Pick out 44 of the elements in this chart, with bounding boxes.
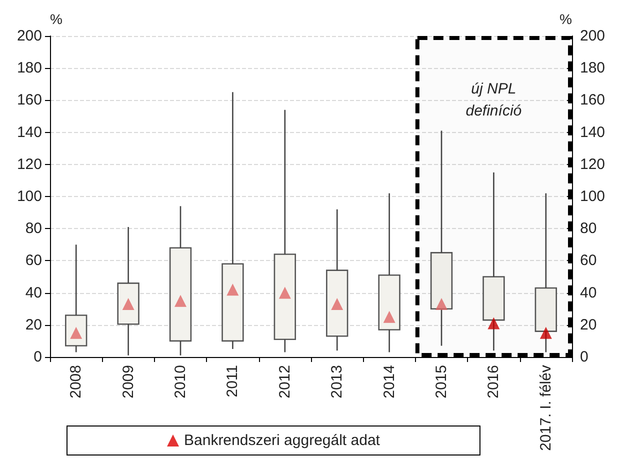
band-label: új NPL definíció bbox=[466, 80, 522, 120]
y2-tick-label: 200 bbox=[580, 28, 606, 44]
x-tick-label: 2015 bbox=[433, 365, 450, 398]
x-tick-label: 2013 bbox=[328, 365, 346, 398]
y-tick-label: 60 bbox=[25, 252, 42, 270]
x-tick-label: 2014 bbox=[380, 365, 398, 398]
y-tick-label: 160 bbox=[16, 92, 42, 109]
point bbox=[540, 326, 552, 339]
point bbox=[278, 286, 291, 299]
y-axis-title: % bbox=[50, 11, 62, 27]
x-tick-label: 2009 bbox=[120, 365, 137, 398]
y-tick-label: 200 bbox=[16, 28, 42, 44]
y-tick-label: 100 bbox=[16, 188, 42, 205]
y-tick-label: 40 bbox=[25, 284, 42, 302]
y-tick-label: 20 bbox=[25, 316, 42, 334]
y-tick-label: 120 bbox=[16, 156, 42, 173]
x-tick-label: 2008 bbox=[68, 365, 85, 398]
point bbox=[436, 298, 448, 310]
y2-tick-label: 160 bbox=[580, 92, 606, 109]
y2-axis-title: % bbox=[560, 11, 572, 27]
point bbox=[226, 284, 239, 296]
y-tick-label: 180 bbox=[16, 60, 42, 77]
y-tick-label: 0 bbox=[34, 348, 42, 366]
y2-tick-label: 0 bbox=[580, 348, 588, 366]
y2-tick-label: 60 bbox=[580, 252, 597, 270]
point bbox=[488, 317, 500, 330]
x-tick-label: 2010 bbox=[172, 365, 189, 398]
y2-tick-label: 120 bbox=[580, 156, 606, 173]
y2-tick-label: 180 bbox=[580, 60, 606, 77]
x-tick-label: 2016 bbox=[485, 365, 502, 398]
point bbox=[174, 294, 186, 307]
y2-tick-label: 100 bbox=[580, 188, 606, 205]
y2-tick-label: 80 bbox=[580, 220, 597, 238]
y-tick-label: 140 bbox=[16, 124, 42, 141]
point bbox=[383, 310, 396, 323]
x-tick-label: 2012 bbox=[276, 365, 294, 398]
y-tick-label: 80 bbox=[25, 220, 42, 238]
x-tick-label: 2017. I. félév bbox=[537, 364, 554, 451]
x-tick-label: 2011 bbox=[224, 365, 242, 398]
y2-tick-label: 20 bbox=[580, 316, 597, 334]
legend-label: Bankrendszeri aggregált adat bbox=[184, 432, 381, 449]
y2-tick-label: 140 bbox=[580, 124, 606, 141]
point bbox=[331, 298, 344, 310]
y2-tick-label: 40 bbox=[580, 284, 597, 302]
